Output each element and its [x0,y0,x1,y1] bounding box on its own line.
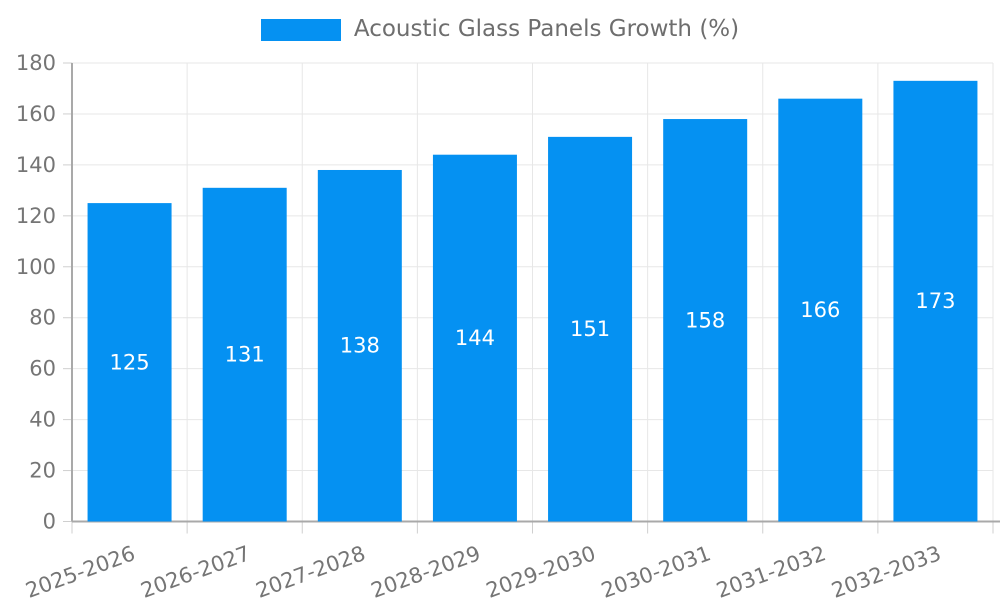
bar-2031-2032 [778,98,863,522]
bar-2025-2026 [87,203,172,522]
y-tick-label: 0 [43,510,56,534]
y-tick-label: 160 [16,102,56,126]
bar-2026-2027 [202,187,287,522]
y-tick-label: 40 [29,408,56,432]
bar-value-label: 138 [340,334,380,358]
bar-value-label: 158 [685,308,725,332]
bar-value-label: 131 [225,343,265,367]
bar-2027-2028 [317,169,402,522]
legend-label: Acoustic Glass Panels Growth (%) [353,16,740,42]
x-tick-label: 2031-2032 [713,541,829,600]
bar-value-label: 125 [110,350,150,374]
bar-value-label: 144 [455,326,495,350]
legend-item[interactable]: Acoustic Glass Panels Growth (%) [0,18,1000,41]
x-tick-label: 2030-2031 [598,541,714,600]
y-tick-label: 20 [29,459,56,483]
bar-value-label: 151 [570,317,610,341]
x-tick-label: 2025-2026 [22,541,138,600]
y-tick-label: 60 [29,357,56,381]
y-tick-label: 100 [16,255,56,279]
y-tick-label: 140 [16,153,56,177]
x-tick-label: 2028-2029 [368,541,484,600]
bar-2028-2029 [432,154,517,522]
x-tick-label: 2027-2028 [253,541,369,600]
bar-2030-2031 [663,119,748,522]
y-tick-label: 80 [29,306,56,330]
y-tick-label: 180 [16,51,56,75]
bar-2032-2033 [893,80,978,522]
bar-value-label: 166 [800,298,840,322]
x-tick-label: 2032-2033 [828,541,944,600]
legend-swatch [260,18,341,41]
x-tick-label: 2029-2030 [483,541,599,600]
bar-2029-2030 [548,136,633,522]
y-tick-label: 120 [16,204,56,228]
bar-value-label: 173 [915,289,955,313]
x-tick-label: 2026-2027 [138,541,254,600]
